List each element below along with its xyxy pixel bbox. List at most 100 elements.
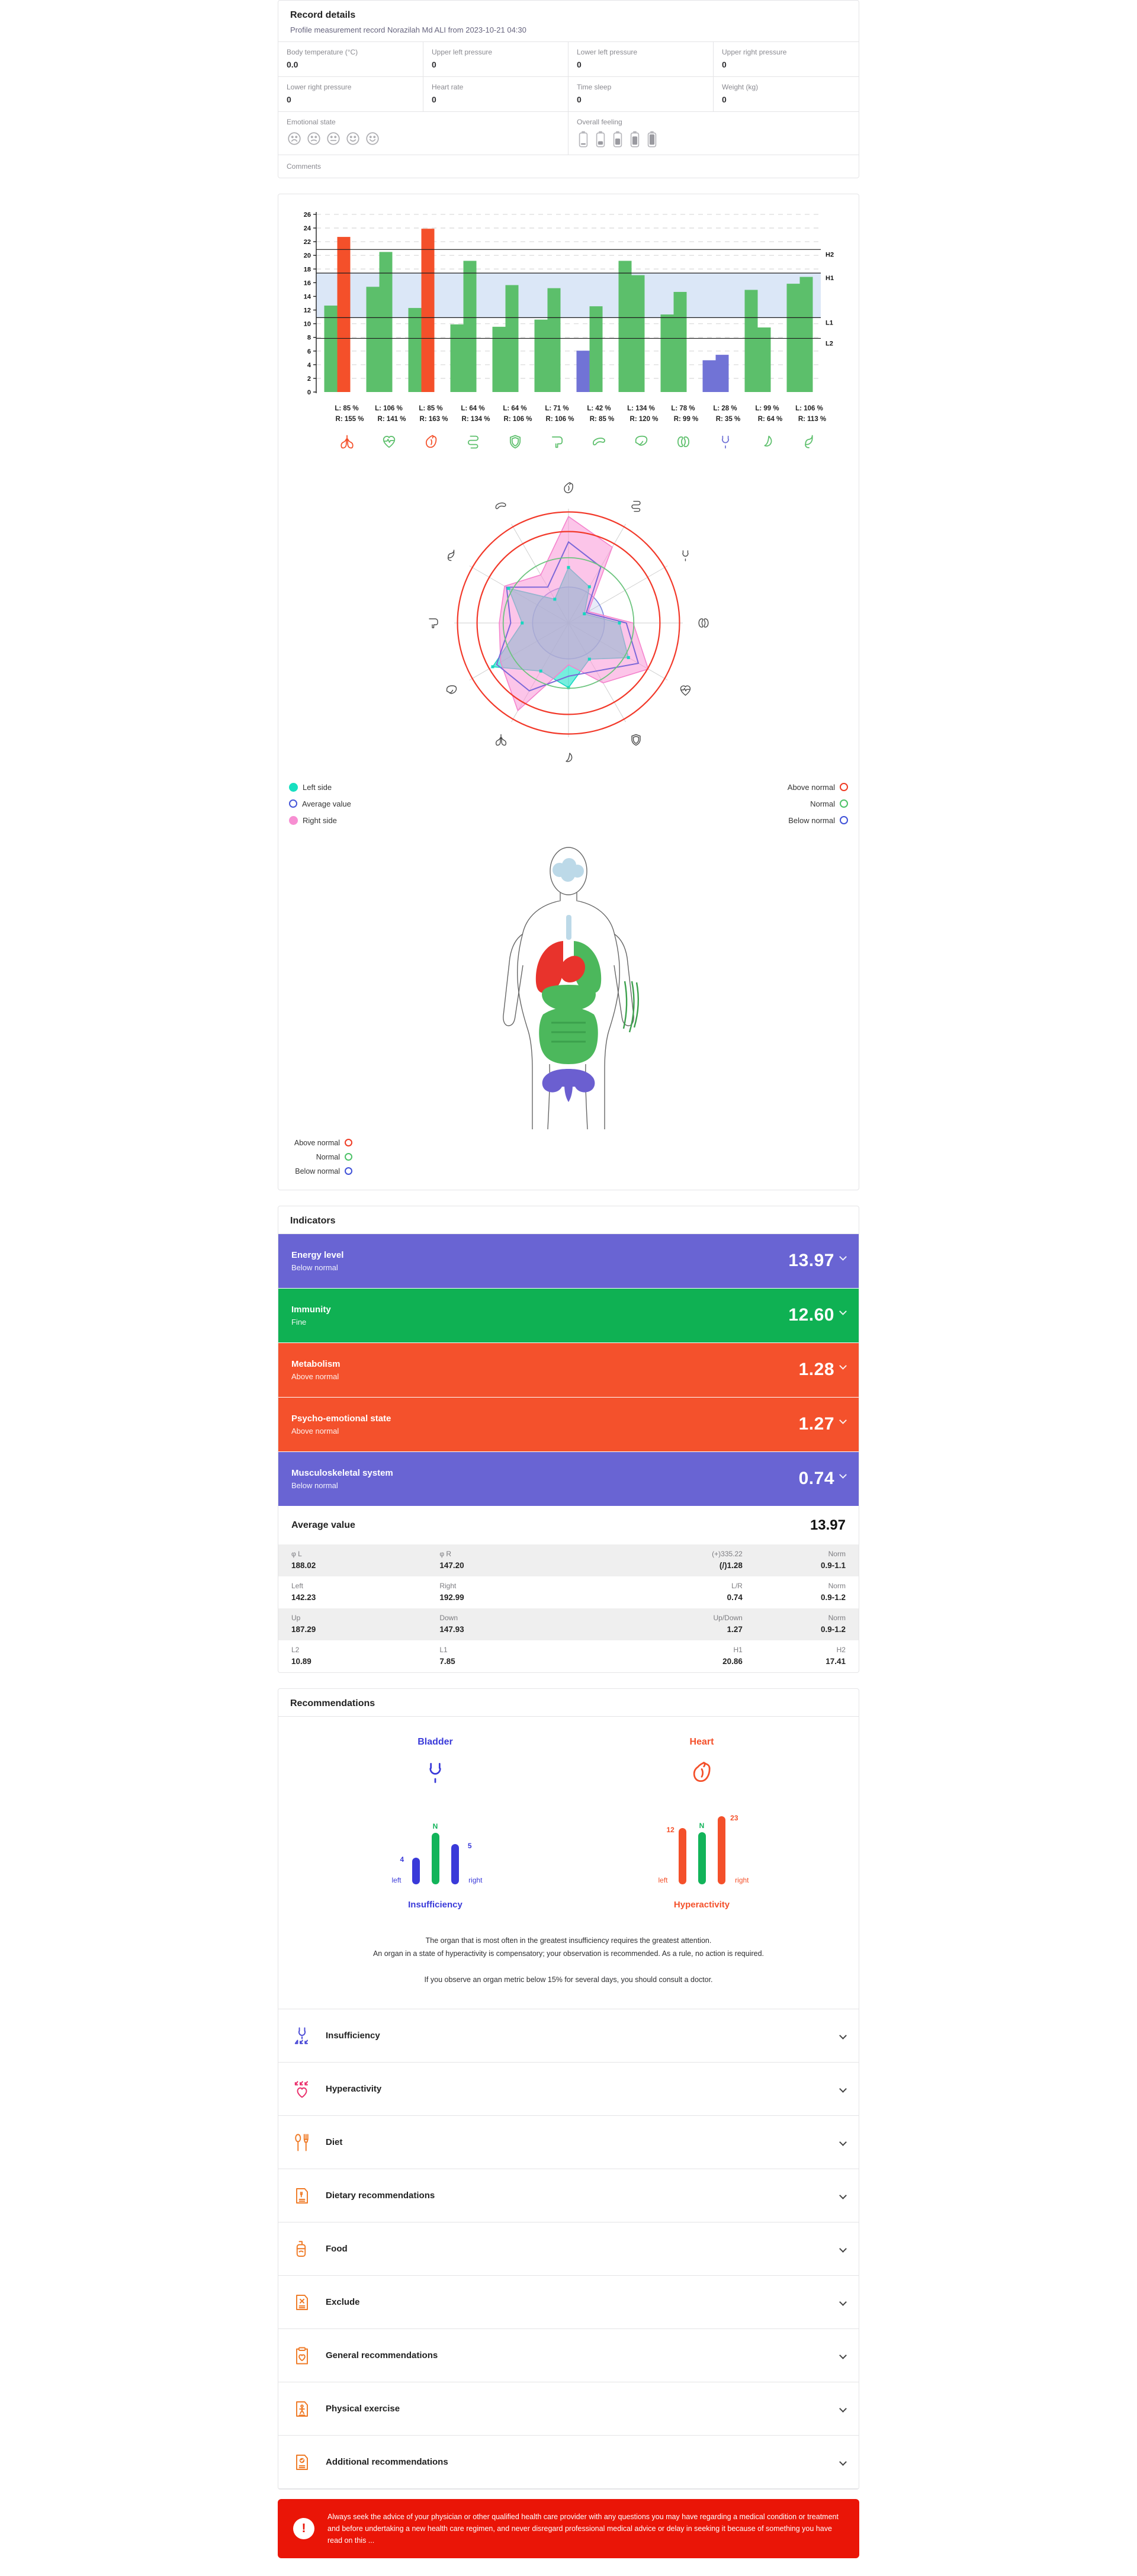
bar-group-label-lungs: L: 85 % R: 155 %: [335, 405, 364, 423]
legend-ring: [840, 783, 848, 792]
indicator-row-psycho-emotional-state[interactable]: Psycho-emotional state Above normal 1.27: [278, 1397, 859, 1452]
additional-doc-icon: [291, 2452, 315, 2473]
body-legend-item: Above normal: [288, 1139, 859, 1147]
chevron-down-icon[interactable]: [839, 2405, 847, 2413]
indicator-row-immunity[interactable]: Immunity Fine 12.60: [278, 1288, 859, 1343]
accordion-item-diet[interactable]: Diet: [278, 2116, 859, 2170]
attention-organs: Bladder 4 left N 5 right Insufficiency Heart 12 l…: [278, 1717, 859, 1913]
cutlery-icon: [291, 2132, 315, 2153]
kidneys-icon: [677, 436, 689, 447]
legend-ring: [345, 1167, 352, 1175]
mood-unhappy-icon[interactable]: [306, 131, 322, 146]
mini-bar-n: N: [698, 1822, 706, 1884]
chevron-down-icon[interactable]: [839, 1253, 847, 1261]
bar-group-label-kidneys: L: 78 % R: 99 %: [671, 405, 699, 423]
feeling-battery-5-icon[interactable]: [645, 131, 659, 147]
feeling-battery-1-icon[interactable]: [577, 131, 590, 147]
record-field[interactable]: Heart rate 0: [423, 77, 568, 112]
bar-group-label-pancreas: L: 42 % R: 85 %: [587, 405, 615, 423]
radar-legend-zones: Above normal Normal Below normal: [788, 783, 848, 825]
bar-organ-icons: [326, 433, 830, 450]
average-polygon: [496, 541, 640, 692]
bar-group-label-gallbladder: L: 99 % R: 64 %: [755, 405, 783, 423]
record-field[interactable]: Body temperature (°C) 0.0: [278, 42, 423, 77]
chevron-down-icon[interactable]: [839, 1362, 847, 1370]
chevron-down-icon[interactable]: [839, 1417, 847, 1425]
mood-happy-icon[interactable]: [365, 131, 380, 146]
overall-feeling-label: Overall feeling: [577, 118, 622, 126]
stats-row: Up 187.29 Down 147.93 Up/Down 1.27 Norm 0.9-1.2: [278, 1608, 859, 1640]
stat-cell: Norm 0.9-1.2: [820, 1581, 846, 1602]
bar-left-duodenum: [534, 319, 548, 392]
record-field[interactable]: Lower right pressure 0: [278, 77, 423, 112]
svg-text:0: 0: [307, 389, 311, 396]
record-field-label: Body temperature (°C): [287, 48, 358, 56]
duodenum-icon: [551, 436, 563, 448]
feeling-battery-3-icon[interactable]: [611, 131, 624, 147]
ref-line-label-H2: H2: [826, 251, 834, 258]
above-normal-outer-ring: [457, 511, 680, 735]
heart-icon: [693, 1761, 711, 1782]
heart-icon: [425, 435, 436, 448]
stat-cell: Right 192.99: [439, 1581, 464, 1602]
bar-right-lungs: [337, 237, 351, 392]
svg-text:18: 18: [304, 266, 311, 273]
mood-smile-icon[interactable]: [345, 131, 361, 146]
accordion-item-additional-recommendations[interactable]: Additional recommendations: [278, 2436, 859, 2490]
liver-organ: [542, 984, 596, 1011]
stat-cell: Up/Down 1.27: [713, 1613, 743, 1634]
bar-percent-labels: L: 85 % R: 155 % L: 106 % R: 141 % L: 85 % R:…: [326, 403, 830, 425]
radar-axis-gallbladder-icon: [566, 753, 573, 762]
emotional-state-field: Emotional state: [278, 112, 568, 155]
chevron-down-icon[interactable]: [839, 2245, 847, 2253]
indicator-row-energy-level[interactable]: Energy level Below normal 13.97: [278, 1234, 859, 1289]
record-field[interactable]: Upper right pressure 0: [714, 42, 859, 77]
mood-neutral-icon[interactable]: [326, 131, 341, 146]
mood-sad-icon[interactable]: [287, 131, 302, 146]
record-field[interactable]: Upper left pressure 0: [423, 42, 568, 77]
chevron-down-icon[interactable]: [839, 1308, 847, 1316]
accordion-item-food[interactable]: Food: [278, 2222, 859, 2276]
legend-ring: [840, 799, 848, 808]
record-field-label: Weight (kg): [722, 83, 759, 91]
indicators-card: Indicators Energy level Below normal 13.97…: [278, 1205, 859, 1673]
pelvic-organs: [542, 1068, 595, 1093]
svg-text:20: 20: [304, 252, 311, 259]
bar-group-label-duodenum: L: 71 % R: 106 %: [545, 405, 574, 423]
record-field[interactable]: Time sleep 0: [568, 77, 714, 112]
chevron-down-icon[interactable]: [839, 2298, 847, 2307]
comments-field[interactable]: Comments: [278, 155, 859, 178]
cardiovascular-icon: [383, 435, 395, 448]
bladder-organ: [564, 1084, 573, 1102]
record-field[interactable]: Lower left pressure 0: [568, 42, 714, 77]
chevron-down-icon[interactable]: [839, 2138, 847, 2147]
chevron-down-icon[interactable]: [839, 2085, 847, 2093]
right-side-polygon: [499, 515, 649, 712]
accordion-item-insufficiency[interactable]: Insufficiency: [278, 2009, 859, 2063]
stat-cell: Norm 0.9-1.1: [820, 1549, 846, 1570]
chevron-down-icon[interactable]: [839, 2458, 847, 2466]
feeling-battery-4-icon[interactable]: [628, 131, 641, 147]
indicator-row-metabolism[interactable]: Metabolism Above normal 1.28: [278, 1342, 859, 1398]
above-normal-inner-ring: [476, 531, 661, 715]
radar-axis-stomach-icon: [447, 550, 455, 561]
record-field[interactable]: Weight (kg) 0: [714, 77, 859, 112]
chevron-down-icon[interactable]: [839, 2192, 847, 2200]
accordion-item-exclude[interactable]: Exclude: [278, 2276, 859, 2330]
bar-right-heart: [421, 229, 435, 392]
accordion-item-physical-exercise[interactable]: Physical exercise: [278, 2382, 859, 2436]
chevron-down-icon[interactable]: [839, 2352, 847, 2360]
chevron-down-icon[interactable]: [839, 2032, 847, 2040]
ref-line-label-L2: L2: [826, 340, 833, 347]
indicator-row-musculoskeletal-system[interactable]: Musculoskeletal system Below normal 0.74: [278, 1451, 859, 1507]
chevron-down-icon[interactable]: [839, 1471, 847, 1479]
accordion-item-general-recommendations[interactable]: General recommendations: [278, 2329, 859, 2383]
stat-cell: H1 20.86: [722, 1645, 743, 1666]
body-legend-item: Normal: [288, 1153, 859, 1161]
stat-cell: (+)335.22 (/)1.28: [712, 1549, 743, 1570]
feeling-battery-2-icon[interactable]: [594, 131, 607, 147]
accordion-item-hyperactivity[interactable]: Hyperactivity: [278, 2063, 859, 2116]
accordion-item-dietary-recommendations[interactable]: Dietary recommendations: [278, 2169, 859, 2223]
comments-label: Comments: [287, 162, 322, 171]
